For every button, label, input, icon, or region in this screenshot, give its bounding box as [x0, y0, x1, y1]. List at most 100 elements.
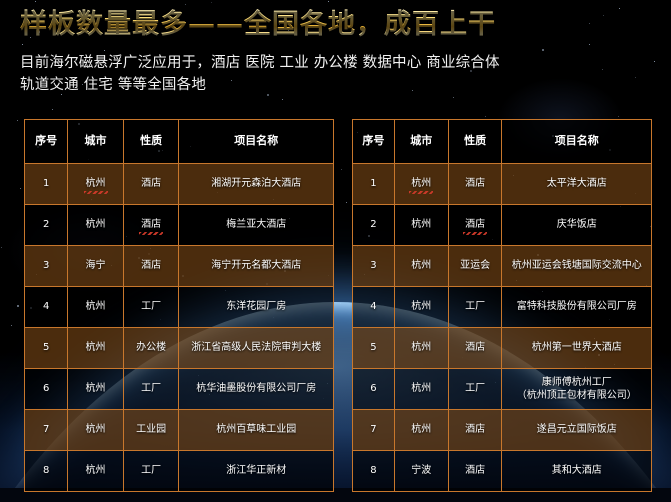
cell-city: 杭州 — [67, 327, 124, 369]
cell-type: 工厂 — [122, 450, 180, 492]
cell-project-name: 康师傅杭州工厂 （杭州顶正包材有限公司） — [501, 368, 652, 410]
star — [81, 84, 83, 86]
table-row: 3 海宁 酒店 海宁开元名都大酒店 — [23, 245, 334, 287]
star — [231, 80, 233, 82]
cell-no: 4 — [352, 286, 395, 328]
cell-type-text: 亚运会 — [460, 260, 491, 272]
table-left-body: 1 杭州 酒店 湘湖开元森泊大酒店 2 杭州 酒店 梅兰亚大酒店 3 海宁 酒店 海宁开元名都大酒店 4… — [23, 163, 334, 492]
cell-type: 工厂 — [447, 286, 503, 328]
cell-type: 亚运会 — [447, 245, 503, 287]
cell-no: 6 — [23, 368, 69, 410]
cell-type: 酒店 — [122, 245, 180, 287]
cell-no-text: 7 — [42, 424, 50, 436]
cell-city-text: 宁波 — [411, 465, 432, 477]
table-left-head: 序号 城市 性质 项目名称 — [23, 119, 334, 164]
cell-type-text: 工业园 — [136, 424, 167, 436]
table-row: 3 杭州 亚运会 杭州亚运会钱塘国际交流中心 — [352, 245, 652, 287]
table-row: 7 杭州 工业园 杭州百草味工业园 — [23, 409, 334, 451]
cell-no-text: 4 — [370, 301, 377, 313]
star — [589, 23, 591, 25]
table-right: 序号 城市 性质 项目名称 1 杭州 酒店 太平洋大酒店 2 杭州 酒店 庆华饭店 3 杭州 亚运会… — [352, 119, 652, 492]
star — [21, 44, 23, 46]
cell-city-text: 杭州 — [411, 260, 432, 272]
star — [17, 119, 19, 121]
cell-project-name: 杭州亚运会钱塘国际交流中心 — [501, 245, 652, 287]
cell-city: 杭州 — [67, 450, 124, 492]
star — [35, 0, 36, 2]
cell-no: 1 — [352, 163, 395, 205]
table-row: 2 杭州 酒店 梅兰亚大酒店 — [23, 204, 334, 246]
cell-type-text: 酒店 — [463, 219, 488, 235]
project-name-line-1: 海宁开元名都大酒店 — [211, 260, 302, 272]
cell-type: 酒店 — [447, 450, 503, 492]
star — [397, 55, 399, 57]
star — [210, 1, 212, 3]
star — [72, 33, 74, 35]
cell-no-text: 1 — [42, 178, 50, 190]
project-name-line-1: 太平洋大酒店 — [546, 178, 607, 190]
star — [341, 168, 343, 170]
cell-project-name: 富特科技股份有限公司厂房 — [501, 286, 652, 328]
cell-type-text: 工厂 — [465, 301, 486, 313]
subtitle-line-1: 目前海尔磁悬浮广泛应用于，酒店 医院 工业 办公楼 数据中心 商业综合体 — [20, 54, 500, 71]
cell-type-text: 酒店 — [139, 219, 164, 235]
table-row: 1 杭州 酒店 湘湖开元森泊大酒店 — [23, 163, 334, 205]
project-name-line-1: 杭华油墨股份有限公司厂房 — [196, 383, 317, 395]
col-header-name: 项目名称 — [178, 119, 334, 164]
project-name-line-1: 杭州百草味工业园 — [216, 424, 297, 436]
cell-no: 2 — [352, 204, 395, 246]
star — [29, 37, 31, 39]
col-header-city: 城市 — [393, 119, 449, 164]
star — [602, 14, 604, 16]
cell-no-text: 2 — [370, 219, 377, 231]
table-header-row: 序号 城市 性质 项目名称 — [23, 119, 334, 164]
project-name-line-1: 遂昌元立国际饭店 — [536, 424, 617, 436]
star — [328, 1, 330, 3]
cell-city: 杭州 — [393, 286, 449, 328]
star — [634, 76, 636, 78]
projects-table-left: 序号 城市 性质 项目名称 1 杭州 酒店 湘湖开元森泊大酒店 2 杭州 酒店 梅兰亚大酒店 3… — [23, 119, 334, 492]
cell-no-text: 3 — [42, 260, 50, 272]
project-name-line-1: 浙江华正新材 — [226, 465, 287, 477]
cell-no-text: 2 — [42, 219, 50, 231]
cell-no: 2 — [23, 204, 69, 246]
cell-city-text: 杭州 — [85, 383, 106, 395]
table-row: 6 杭州 工厂 杭华油墨股份有限公司厂房 — [23, 368, 334, 410]
star — [541, 49, 544, 52]
subtitle-line-2: 轨道交通 住宅 等等全国各地 — [20, 77, 207, 94]
project-name-line-1: 浙江省高级人民法院审判大楼 — [191, 342, 322, 354]
cell-type-text: 酒店 — [465, 342, 486, 354]
star — [411, 89, 413, 91]
star — [10, 324, 12, 326]
project-name-line-2: （杭州顶正包材有限公司） — [516, 390, 637, 401]
star — [618, 8, 620, 10]
cell-city: 杭州 — [67, 204, 124, 246]
col-header-city: 城市 — [67, 119, 124, 164]
cell-city: 杭州 — [67, 286, 124, 328]
star — [469, 70, 472, 73]
heading-block: 样板数量最多——全国各地，成百上干 目前海尔磁悬浮广泛应用于，酒店 医院 工业 … — [20, 8, 651, 97]
cell-type-text: 工厂 — [465, 383, 486, 395]
cell-no-text: 8 — [370, 465, 377, 477]
cell-city-text: 杭州 — [85, 219, 106, 231]
star — [52, 109, 54, 111]
star — [16, 304, 19, 307]
table-left: 序号 城市 性质 项目名称 1 杭州 酒店 湘湖开元森泊大酒店 2 杭州 酒店 梅兰亚大酒店 3… — [23, 119, 334, 492]
cell-no-text: 6 — [370, 383, 377, 395]
star — [346, 201, 348, 203]
cell-type-text: 工厂 — [141, 383, 162, 395]
star — [222, 61, 224, 63]
cell-no: 7 — [23, 409, 69, 451]
col-header-name: 项目名称 — [501, 119, 652, 164]
star — [149, 83, 151, 85]
cell-type: 工厂 — [447, 368, 503, 410]
cell-type: 酒店 — [447, 409, 503, 451]
cell-no-text: 4 — [42, 301, 50, 313]
cell-project-name: 海宁开元名都大酒店 — [178, 245, 334, 287]
col-header-no: 序号 — [352, 119, 395, 164]
table-row: 1 杭州 酒店 太平洋大酒店 — [352, 163, 652, 205]
cell-type-text: 工厂 — [141, 465, 162, 477]
star — [602, 69, 604, 71]
cell-city-text: 杭州 — [85, 301, 106, 313]
project-name-line-1: 湘湖开元森泊大酒店 — [211, 178, 302, 190]
